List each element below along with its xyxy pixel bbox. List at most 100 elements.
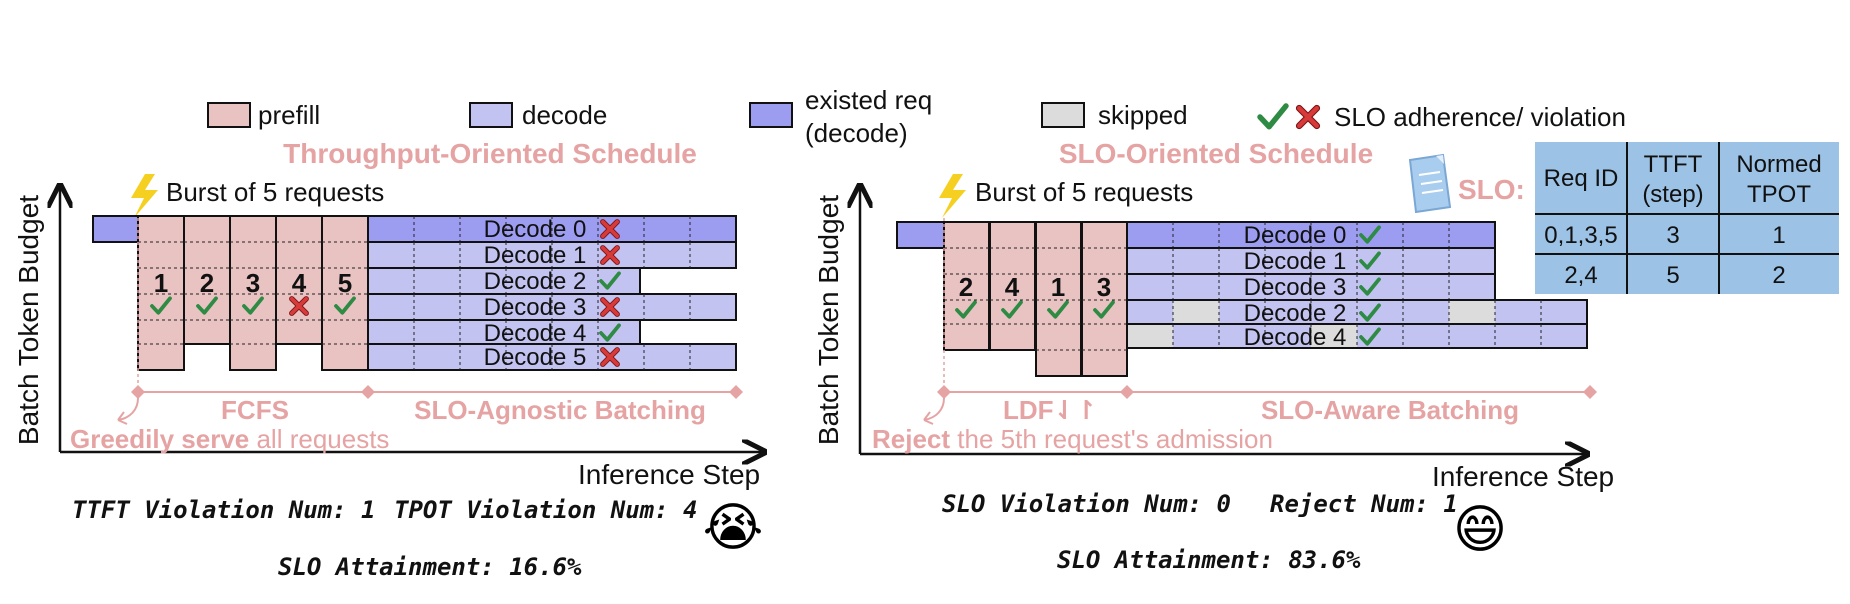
check-icon (1359, 225, 1381, 244)
right-burst-lightning-icon (939, 174, 966, 218)
left-note: Greedily serve all requests (70, 424, 389, 454)
legend-existed-label-2: (decode) (805, 118, 908, 148)
left-prefill-column: 1 (137, 215, 185, 371)
cross-icon (600, 297, 620, 317)
cross-icon (600, 245, 620, 265)
left-decode-row: Decode 1 (367, 241, 737, 269)
right-note-bold: Reject (872, 424, 950, 454)
legend-prefill-swatch (207, 102, 251, 128)
legend-skipped-swatch (1041, 102, 1085, 128)
decode-label: Decode 4 (484, 320, 587, 347)
right-slo-attainment: SLO Attainment: 83.6% (1057, 546, 1361, 574)
right-y-axis-label: Batch Token Budget (813, 195, 844, 445)
left-x-axis-label: Inference Step (578, 459, 760, 490)
left-phase-marker-start (131, 385, 145, 399)
right-phase-marker-start (937, 385, 951, 399)
right-decode-row: Decode 3 (1126, 273, 1496, 301)
right-title: SLO-Oriented Schedule (1059, 138, 1373, 169)
left-note-bold: Greedily serve (70, 424, 249, 454)
check-icon (599, 323, 621, 342)
right-prefill-id: 2 (959, 272, 973, 302)
decode-label: Decode 1 (1244, 248, 1347, 275)
cross-icon (600, 347, 620, 367)
left-prefill-column: 5 (321, 215, 369, 371)
slo-table: Req ID TTFT (step) Normed TPOT 0,1,3,5 3 1 2,4 5 2 (1535, 142, 1839, 294)
left-burst-label: Burst of 5 requests (166, 177, 384, 207)
legend-prefill-label: prefill (258, 100, 320, 130)
slo-table-header: Req ID (1544, 165, 1619, 192)
check-icon (334, 296, 356, 315)
check-icon (955, 300, 977, 319)
check-icon (599, 271, 621, 290)
left-prefill-id: 2 (200, 268, 214, 298)
right-note: Reject the 5th request's admission (872, 424, 1273, 454)
legend-skipped-label: skipped (1098, 100, 1188, 130)
left-ttft-violation: TTFT Violation Num: 1 (72, 496, 375, 524)
left-panel: Throughput-Oriented Schedule Burst of 5 … (13, 138, 763, 581)
check-icon (150, 296, 172, 315)
left-decode-row: Decode 5 (367, 343, 737, 371)
left-prefill-id: 1 (154, 268, 168, 298)
decode-label: Decode 5 (484, 344, 587, 371)
slo-table-cell: 0,1,3,5 (1544, 222, 1617, 249)
slo-table-header: TPOT (1747, 181, 1811, 208)
legend-slo-adherence-label: SLO adherence/ violation (1334, 102, 1626, 132)
right-prefill-column: 2 (943, 221, 990, 351)
right-note-rest: the 5th request's admission (950, 424, 1273, 454)
left-curved-arrow (117, 397, 139, 425)
left-existed-request (92, 215, 139, 243)
right-slo-violation: SLO Violation Num: 0 (942, 490, 1231, 518)
right-phase-marker-end (1583, 385, 1597, 399)
decode-label: Decode 1 (484, 242, 587, 269)
check-icon (1001, 300, 1023, 319)
legend-check-icon (1257, 103, 1289, 130)
slo-table-cell: 1 (1772, 222, 1785, 249)
left-decode-row: Decode 3 (367, 293, 737, 321)
left-phase1-label: FCFS (221, 395, 289, 425)
right-prefill-column: 1 (1035, 221, 1082, 377)
legend-decode-swatch (469, 102, 513, 128)
check-icon (1047, 300, 1069, 319)
left-note-rest: all requests (249, 424, 389, 454)
right-decode-row: Decode 1 (1126, 247, 1496, 275)
left-phase-marker-mid (361, 385, 375, 399)
right-decode-row: Decode 0 (1172, 222, 1450, 249)
right-decode-row: Decode 2 (1126, 299, 1588, 327)
check-icon (242, 296, 264, 315)
slo-table-header: (step) (1642, 181, 1703, 208)
skipped-step (1127, 324, 1173, 348)
right-phase-marker-mid (1120, 385, 1134, 399)
right-prefill-id: 3 (1097, 272, 1111, 302)
decode-label: Decode 0 (484, 216, 587, 243)
left-prefill-column: 3 (229, 215, 277, 371)
legend: prefill decode existed req (decode) skip… (207, 85, 1626, 148)
right-prefill-column: 3 (1081, 221, 1128, 377)
right-phase1-label: LDF⇃↾ (1003, 395, 1097, 425)
left-prefill-column: 4 (275, 215, 323, 345)
left-prefill-id: 4 (292, 268, 307, 298)
right-reject-num: Reject Num: 1 (1270, 490, 1458, 518)
skipped-step (1311, 324, 1357, 348)
grinning-emoji-icon: 😄 (1453, 500, 1507, 560)
decode-label: Decode 2 (1244, 300, 1347, 327)
left-tpot-violation: TPOT Violation Num: 4 (394, 496, 697, 524)
document-icon (1408, 153, 1452, 214)
left-decode-row: Decode 0 (413, 216, 691, 243)
left-prefill-column: 2 (183, 215, 231, 345)
slo-table-cell: 2,4 (1564, 262, 1597, 289)
right-x-axis-label: Inference Step (1432, 461, 1614, 492)
slo-table-cell: 2 (1772, 262, 1785, 289)
right-existed-request (896, 221, 945, 249)
right-burst-label: Burst of 5 requests (975, 177, 1193, 207)
decode-label: Decode 3 (1244, 274, 1347, 301)
right-phase2-label: SLO-Aware Batching (1261, 395, 1519, 425)
decode-label: Decode 3 (484, 294, 587, 321)
check-icon (196, 296, 218, 315)
legend-cross-icon (1295, 104, 1321, 130)
slo-table-header: TTFT (1644, 151, 1703, 178)
check-icon (1093, 300, 1115, 319)
right-decode-row: Decode 4 (1126, 323, 1588, 351)
